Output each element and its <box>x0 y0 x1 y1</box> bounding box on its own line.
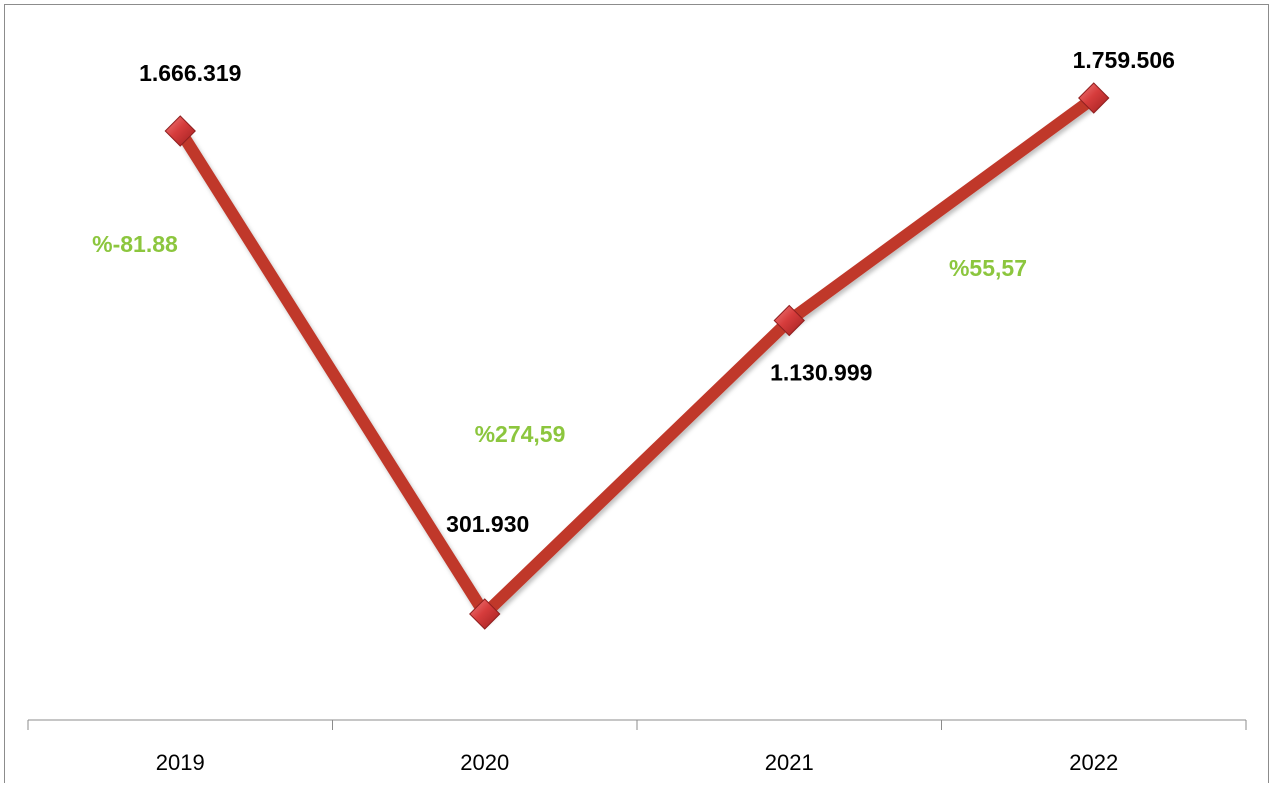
chart-frame <box>4 4 1269 783</box>
x-tick-label-2020: 2020 <box>460 750 509 775</box>
change-annotation-2021-2022: %55,57 <box>949 255 1027 281</box>
x-axis: 2019 2020 2021 2022 <box>27 719 1247 775</box>
data-label-2020: 301.930 <box>446 511 529 537</box>
data-label-2019: 1.666.319 <box>139 60 241 86</box>
change-annotation-2019-2020: %-81.88 <box>92 231 178 257</box>
data-labels: 1.666.319 301.930 1.130.999 1.759.506 <box>139 47 1175 537</box>
series-line <box>175 93 1098 624</box>
x-tick-label-2019: 2019 <box>156 750 205 775</box>
data-point-marker-2020 <box>469 598 501 630</box>
data-point-marker-2019 <box>164 115 196 147</box>
series-markers <box>164 82 1110 630</box>
x-tick-label-2021: 2021 <box>765 750 814 775</box>
data-point-marker-2022 <box>1078 82 1110 114</box>
data-point-marker-2021 <box>773 304 805 337</box>
x-axis-tick-marks <box>27 720 1247 730</box>
x-tick-label-2022: 2022 <box>1069 750 1118 775</box>
change-annotations: %-81.88 %274,59 %55,57 <box>92 231 1027 447</box>
data-label-2021: 1.130.999 <box>770 359 872 385</box>
data-label-2022: 1.759.506 <box>1073 47 1175 73</box>
x-axis-tick-labels: 2019 2020 2021 2022 <box>156 750 1118 775</box>
change-annotation-2020-2021: %274,59 <box>475 421 566 447</box>
